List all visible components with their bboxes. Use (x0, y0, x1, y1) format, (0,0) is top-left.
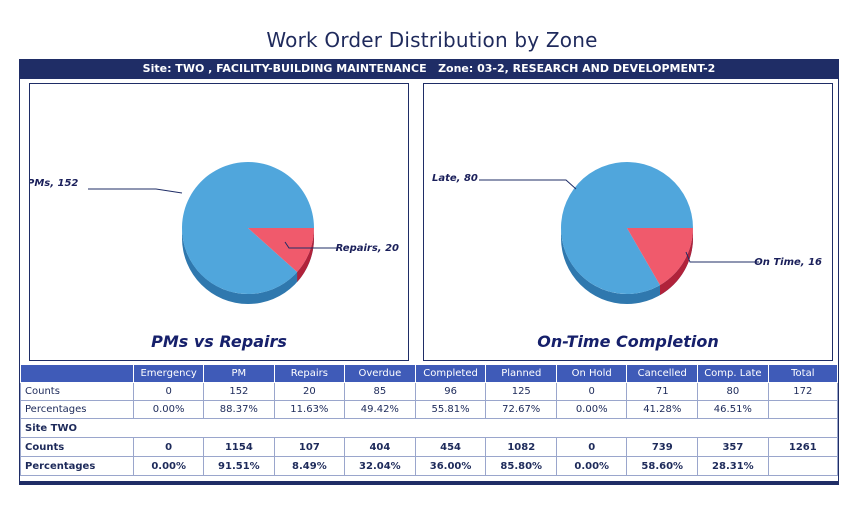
pie-chart-panel-on-time-completion: Late, 80 On Time, 16 On-Time Completion (423, 83, 833, 361)
table-cell: 72.67% (485, 400, 558, 419)
table-cell: 152 (203, 382, 275, 401)
table-cell: 0 (133, 382, 205, 401)
pie-slice-side (660, 228, 693, 296)
table-cell: 20 (273, 382, 346, 401)
leader-line (479, 179, 577, 190)
site-section-label: Site TWO (20, 418, 838, 438)
table-cell: 8.49% (273, 456, 346, 476)
table-cell: 0.00% (133, 400, 205, 419)
chart-title: PMs vs Repairs (151, 332, 287, 351)
pie-chart-on-time-completion: Late, 80 On Time, 16 (432, 162, 822, 304)
table-cell: 85 (344, 382, 416, 401)
table-row: Counts 0 152 20 85 96 125 0 71 80 172 (19, 382, 839, 401)
report-frame (19, 79, 839, 485)
table-cell: 357 (697, 437, 769, 457)
page-title: Work Order Distribution by Zone (266, 28, 598, 52)
table-cell (767, 400, 839, 419)
table-cell: 1082 (485, 437, 558, 457)
table-cell: 85.80% (485, 456, 558, 476)
table-cell: 0 (133, 437, 205, 457)
table-cell: 46.51% (697, 400, 769, 419)
column-header: Emergency (133, 364, 205, 383)
slice-data-label: Late, 80 (432, 173, 478, 184)
table-cell (767, 456, 839, 476)
pie-slice-on-time (627, 228, 693, 286)
table-cell: 32.04% (344, 456, 416, 476)
table-cell: 0 (556, 382, 628, 401)
table-cell: 88.37% (203, 400, 275, 419)
leader-line (685, 251, 759, 263)
table-row: Counts 0 1154 107 404 454 1082 0 739 357… (19, 437, 839, 457)
table-row: Site TWO (20, 418, 838, 438)
table-cell: 0.00% (556, 400, 628, 419)
table-cell: 739 (626, 437, 699, 457)
slice-data-label: PMs, 152 (30, 178, 78, 189)
pie-slice-repairs (248, 228, 314, 273)
table-cell: 96 (414, 382, 487, 401)
column-header: Cancelled (626, 364, 699, 383)
site-zone-banner: Site: TWO , FACILITY-BUILDING MAINTENANC… (19, 59, 839, 79)
column-header: Total (767, 364, 839, 383)
column-header (19, 364, 135, 383)
table-cell: 0.00% (133, 456, 205, 476)
table-cell: 58.60% (626, 456, 699, 476)
work-order-summary-table: Emergency PM Repairs Overdue Completed P… (19, 364, 839, 476)
row-label: Counts (19, 382, 135, 401)
column-header: Overdue (344, 364, 416, 383)
column-header: Planned (485, 364, 558, 383)
table-row: Percentages 0.00% 88.37% 11.63% 49.42% 5… (19, 400, 839, 419)
table-cell: 28.31% (697, 456, 769, 476)
chart-title: On-Time Completion (537, 332, 719, 351)
leader-line (284, 241, 338, 249)
table-cell: 55.81% (414, 400, 487, 419)
table-cell: 404 (344, 437, 416, 457)
table-cell: 1154 (203, 437, 275, 457)
row-label: Percentages (19, 400, 135, 419)
pie-chart-pms-vs-repairs: PMs, 152 Repairs, 20 (30, 161, 399, 304)
table-cell: 1261 (767, 437, 839, 457)
pie-chart-panel-pms-vs-repairs: PMs, 152 Repairs, 20 PMs vs Repairs (29, 83, 409, 361)
pie-slice-side (297, 228, 314, 283)
table-cell: 0 (556, 437, 628, 457)
column-header: Repairs (273, 364, 346, 383)
table-cell: 107 (273, 437, 346, 457)
table-cell: 36.00% (414, 456, 487, 476)
column-header: PM (203, 364, 275, 383)
table-cell: 454 (414, 437, 487, 457)
table-cell: 11.63% (273, 400, 346, 419)
table-cell: 41.28% (626, 400, 699, 419)
row-label: Percentages (19, 456, 135, 476)
row-label: Counts (19, 437, 135, 457)
column-header: Completed (414, 364, 487, 383)
table-cell: 80 (697, 382, 769, 401)
table-cell: 49.42% (344, 400, 416, 419)
column-header: On Hold (556, 364, 628, 383)
table-cell: 91.51% (203, 456, 275, 476)
slice-data-label: Repairs, 20 (336, 243, 399, 254)
table-cell: 172 (767, 382, 839, 401)
leader-line (88, 188, 183, 194)
table-cell: 0.00% (556, 456, 628, 476)
table-header-row: Emergency PM Repairs Overdue Completed P… (19, 364, 839, 383)
slice-data-label: On Time, 16 (754, 257, 822, 268)
table-cell: 125 (485, 382, 558, 401)
table-row: Percentages 0.00% 91.51% 8.49% 32.04% 36… (19, 456, 839, 476)
column-header: Comp. Late (697, 364, 769, 383)
table-cell: 71 (626, 382, 699, 401)
